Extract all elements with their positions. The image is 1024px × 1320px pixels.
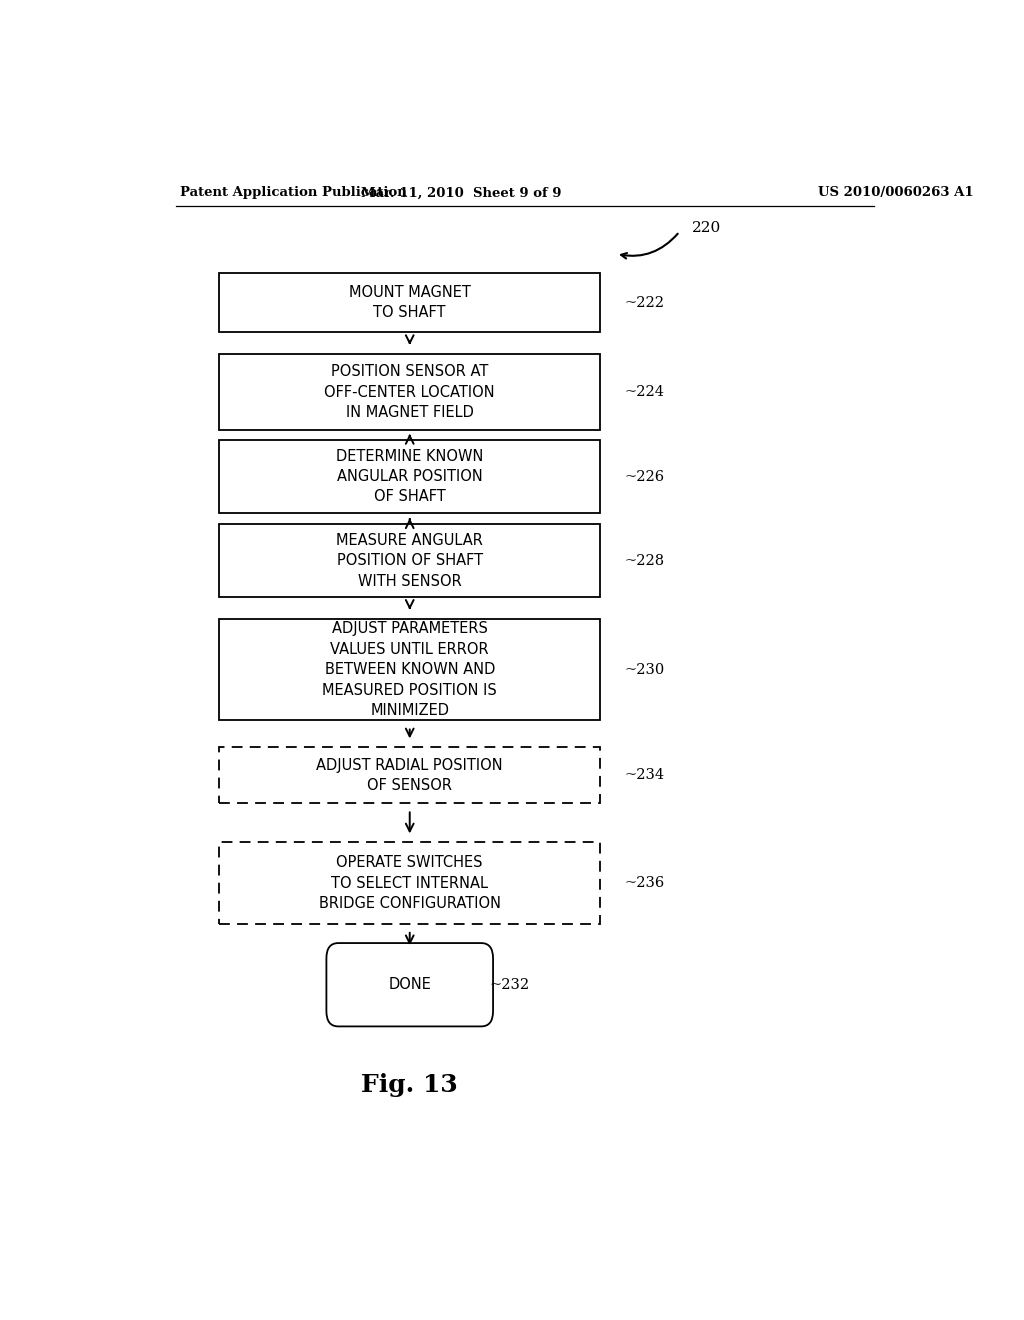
Text: Mar. 11, 2010  Sheet 9 of 9: Mar. 11, 2010 Sheet 9 of 9 <box>361 186 561 199</box>
Text: ~234: ~234 <box>624 768 665 783</box>
Text: ADJUST RADIAL POSITION
OF SENSOR: ADJUST RADIAL POSITION OF SENSOR <box>316 758 503 793</box>
Text: US 2010/0060263 A1: US 2010/0060263 A1 <box>818 186 974 199</box>
Text: DONE: DONE <box>388 977 431 993</box>
FancyBboxPatch shape <box>219 619 600 721</box>
FancyBboxPatch shape <box>327 942 494 1027</box>
Text: 220: 220 <box>691 220 721 235</box>
Text: Fig. 13: Fig. 13 <box>361 1073 458 1097</box>
FancyBboxPatch shape <box>219 842 600 924</box>
Text: ~222: ~222 <box>624 296 664 310</box>
Text: OPERATE SWITCHES
TO SELECT INTERNAL
BRIDGE CONFIGURATION: OPERATE SWITCHES TO SELECT INTERNAL BRID… <box>318 855 501 911</box>
Text: POSITION SENSOR AT
OFF-CENTER LOCATION
IN MAGNET FIELD: POSITION SENSOR AT OFF-CENTER LOCATION I… <box>325 364 495 420</box>
FancyBboxPatch shape <box>219 440 600 513</box>
FancyBboxPatch shape <box>219 524 600 598</box>
Text: ADJUST PARAMETERS
VALUES UNTIL ERROR
BETWEEN KNOWN AND
MEASURED POSITION IS
MINI: ADJUST PARAMETERS VALUES UNTIL ERROR BET… <box>323 622 497 718</box>
Text: MEASURE ANGULAR
POSITION OF SHAFT
WITH SENSOR: MEASURE ANGULAR POSITION OF SHAFT WITH S… <box>336 533 483 589</box>
Text: ~236: ~236 <box>624 876 665 890</box>
Text: ~232: ~232 <box>489 978 529 991</box>
FancyBboxPatch shape <box>219 273 600 333</box>
FancyBboxPatch shape <box>219 354 600 430</box>
Text: MOUNT MAGNET
TO SHAFT: MOUNT MAGNET TO SHAFT <box>349 285 471 321</box>
Text: ~228: ~228 <box>624 554 665 568</box>
FancyBboxPatch shape <box>219 747 600 804</box>
Text: ~230: ~230 <box>624 663 665 677</box>
Text: ~224: ~224 <box>624 385 664 399</box>
Text: DETERMINE KNOWN
ANGULAR POSITION
OF SHAFT: DETERMINE KNOWN ANGULAR POSITION OF SHAF… <box>336 449 483 504</box>
Text: ~226: ~226 <box>624 470 665 483</box>
Text: Patent Application Publication: Patent Application Publication <box>179 186 407 199</box>
